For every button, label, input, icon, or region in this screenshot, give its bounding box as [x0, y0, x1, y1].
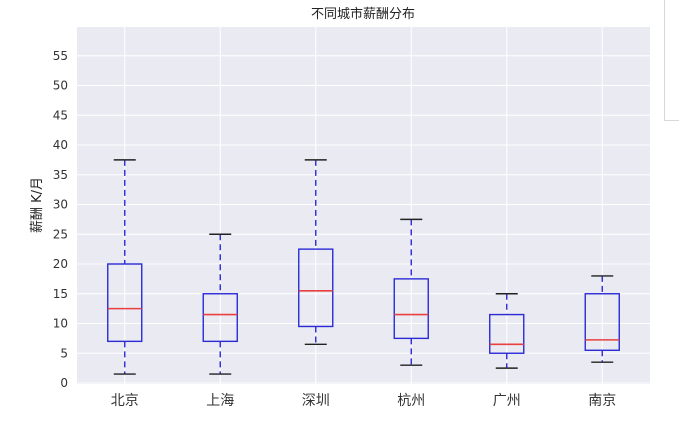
x-category-label: 杭州 [397, 393, 425, 409]
x-category-label: 广州 [493, 393, 521, 409]
chart-title: 不同城市薪酬分布 [311, 6, 415, 22]
box-series [107, 159, 620, 375]
iqr-box [489, 313, 525, 354]
box-2 [202, 233, 238, 375]
y-tick-labels: 0 5 10 15 20 25 30 35 40 45 50 55 [53, 49, 68, 390]
iqr-box [584, 293, 620, 351]
box-1 [107, 159, 143, 375]
box-3 [298, 159, 334, 346]
y-tick-label: 5 [60, 346, 68, 360]
x-category-label: 北京 [111, 393, 139, 409]
plot-background [77, 27, 650, 384]
y-tick-label: 0 [60, 376, 68, 390]
y-tick-label: 35 [53, 168, 68, 182]
iqr-box [107, 263, 143, 343]
iqr-box [202, 293, 238, 343]
iqr-box [393, 278, 429, 340]
y-tick-label: 20 [53, 257, 68, 271]
x-category-label: 深圳 [302, 393, 330, 409]
y-tick-label: 40 [53, 138, 68, 152]
box-6 [584, 275, 620, 363]
y-axis-label: 薪酬 K/月 [30, 177, 45, 233]
x-category-label: 上海 [206, 393, 234, 409]
box-5 [489, 293, 525, 369]
box-4 [393, 218, 429, 366]
y-tick-label: 55 [53, 49, 68, 63]
y-tick-label: 30 [53, 198, 68, 212]
iqr-box [298, 248, 334, 328]
x-category-labels: 北京 上海 深圳 杭州 广州 南京 [111, 393, 617, 409]
x-category-label: 南京 [588, 393, 616, 409]
legend-frame [664, 0, 679, 121]
y-tick-label: 15 [53, 287, 68, 301]
y-tick-label: 25 [53, 227, 68, 241]
y-tick-label: 10 [53, 317, 68, 331]
y-tick-label: 45 [53, 108, 68, 122]
y-tick-label: 50 [53, 79, 68, 93]
